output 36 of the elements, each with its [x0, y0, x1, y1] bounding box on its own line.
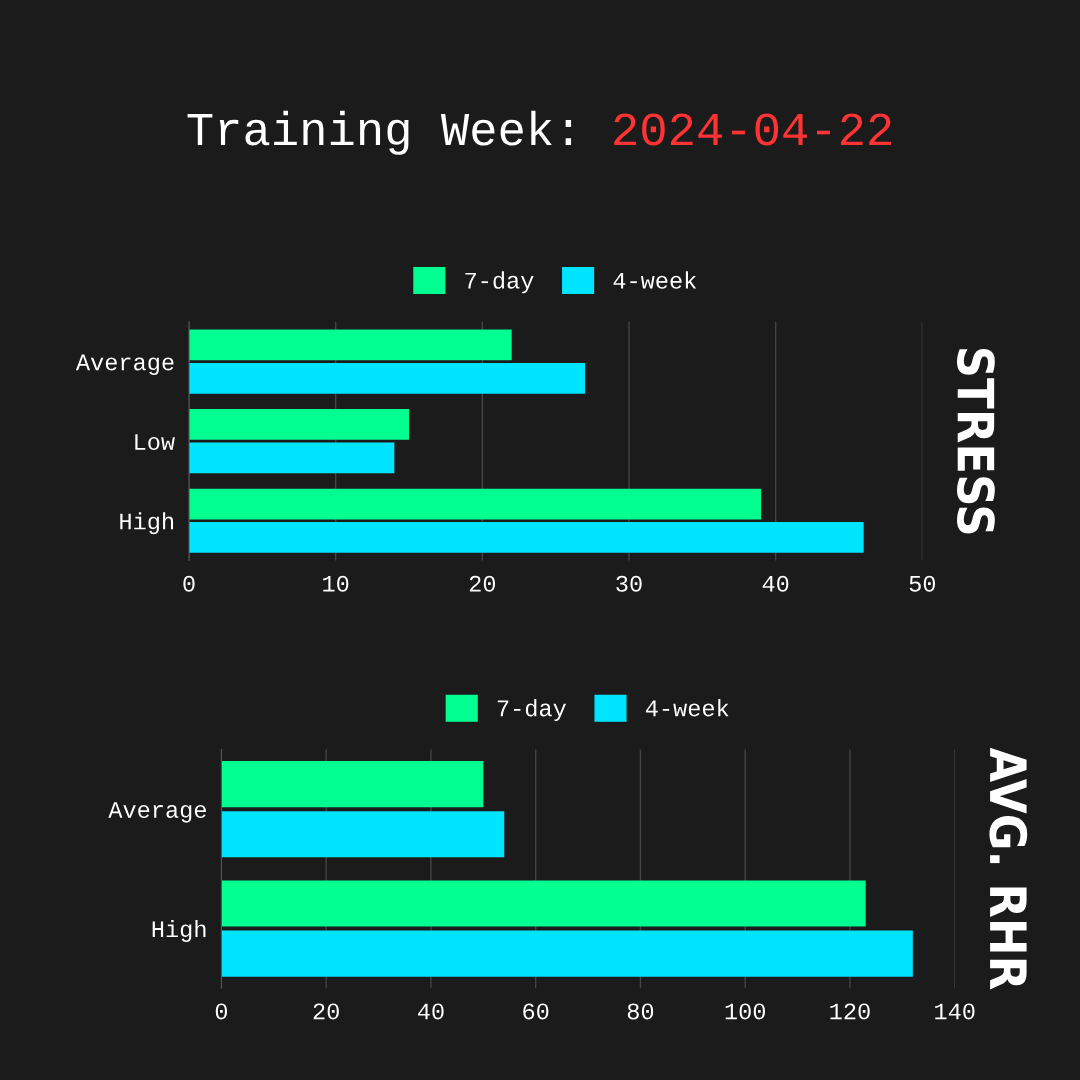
bar: [189, 362, 585, 394]
y-tick-label: Average: [108, 802, 206, 823]
x-tick-label: 10: [323, 575, 349, 592]
y-axis-title: AVG. RHR: [989, 747, 1028, 990]
chart-title: Training Week: 2024-04-22: [187, 110, 891, 155]
x-tick-label: 20: [313, 1003, 339, 1020]
bar: [221, 761, 484, 808]
legend-label: 4-week: [645, 699, 729, 717]
bar: [189, 329, 512, 361]
bar: [189, 442, 395, 474]
bar: [221, 880, 866, 927]
y-tick-label: High: [152, 919, 206, 942]
x-tick-label: 140: [935, 1003, 975, 1020]
x-tick-label: 50: [909, 575, 936, 592]
y-tick-label: Average: [75, 354, 174, 376]
y-tick-label: High: [120, 512, 174, 535]
x-tick-label: 60: [523, 1003, 549, 1020]
x-tick-label: 0: [215, 1003, 228, 1020]
x-tick-label: 100: [725, 1003, 765, 1020]
y-axis-title: STRESS: [957, 348, 995, 534]
bar: [189, 522, 864, 553]
bar: [221, 811, 505, 858]
legend-label: 7-day: [465, 271, 534, 294]
bar: [189, 488, 761, 520]
x-tick-label: 120: [830, 1003, 870, 1020]
x-tick-label: 40: [417, 1003, 444, 1020]
bar: [189, 409, 409, 440]
x-tick-label: 40: [762, 575, 789, 592]
x-tick-label: 20: [469, 575, 496, 592]
x-tick-label: 80: [627, 1003, 654, 1020]
legend-label: 7-day: [497, 699, 567, 722]
legend-label: 4-week: [613, 271, 697, 289]
x-tick-label: 0: [183, 575, 195, 592]
y-tick-label: Low: [135, 434, 175, 450]
x-tick-label: 30: [616, 575, 642, 592]
bar: [221, 930, 913, 977]
